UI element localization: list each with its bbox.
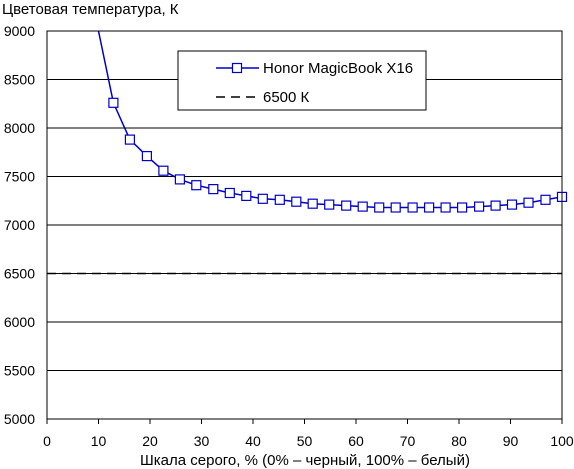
- series-honor-point: [241, 190, 252, 201]
- y-tick-label: 8000: [4, 120, 35, 136]
- x-tick-label: 0: [43, 433, 51, 449]
- series-honor-point: [191, 180, 202, 191]
- y-tick-label: 7500: [4, 169, 35, 185]
- series-honor-point: [257, 193, 268, 204]
- x-tick-label: 10: [91, 433, 107, 449]
- series-honor-point: [224, 187, 235, 199]
- y-tick-label: 6000: [4, 314, 35, 330]
- x-tick-label: 60: [348, 433, 364, 449]
- y-tick-label: 7000: [4, 217, 35, 233]
- plot-frame: [46, 30, 563, 420]
- legend: Honor MagicBook X16 6500 К: [177, 50, 427, 111]
- x-tick-label: 80: [451, 433, 467, 449]
- series-honor-point: [490, 200, 501, 211]
- series-honor-point: [374, 202, 385, 213]
- x-tick-label: 40: [245, 433, 261, 449]
- x-axis-title: Шкала серого, % (0% – черный, 100% – бел…: [140, 452, 470, 469]
- series-honor-point: [424, 202, 435, 213]
- series-honor-point: [307, 198, 318, 209]
- series-honor-point: [124, 134, 136, 145]
- y-tick-label: 6500: [4, 266, 35, 282]
- x-tick-labels: 0 10 20 30 40 50 60 70 80 90 100: [43, 419, 574, 449]
- series-honor-point: [291, 196, 302, 207]
- legend-box: [177, 50, 427, 111]
- series-honor-point: [341, 200, 352, 211]
- series-honor-point: [141, 151, 152, 162]
- y-tick-labels: 5000 5500 6000 6500 7000 7500 8000 8500 9000: [4, 23, 35, 427]
- series-honor-point: [540, 194, 551, 205]
- x-tick-label: 20: [142, 433, 158, 449]
- series-honor-point: [390, 202, 401, 213]
- series-honor-point: [457, 202, 468, 213]
- series-honor-point: [208, 184, 219, 195]
- series-honor-point: [523, 197, 534, 208]
- y-tick-label: 9000: [4, 23, 35, 39]
- y-tick-label: 8500: [4, 72, 35, 88]
- series-honor-point: [357, 201, 368, 212]
- series-honor-point: [324, 199, 335, 210]
- series-honor-point: [274, 194, 285, 205]
- x-tick-label: 90: [503, 433, 519, 449]
- series-honor-point: [174, 174, 185, 185]
- y-axis-title: Цветовая температура, К: [2, 1, 179, 18]
- series-honor-point: [440, 202, 451, 213]
- series-honor-point: [506, 199, 518, 210]
- series-honor-point: [474, 201, 485, 212]
- series-honor-point: [407, 202, 418, 213]
- legend-label-6500: 6500 К: [263, 89, 310, 106]
- y-tick-label: 5000: [4, 411, 35, 427]
- x-tick-label: 50: [297, 433, 313, 449]
- x-tick-label: 30: [194, 433, 210, 449]
- legend-label-honor: Honor MagicBook X16: [263, 60, 413, 77]
- series-honor-point: [158, 165, 169, 176]
- x-tick-label: 100: [550, 433, 574, 449]
- x-tick-label: 70: [400, 433, 416, 449]
- y-tick-label: 5500: [4, 363, 35, 379]
- legend-marker-honor: [231, 62, 243, 74]
- series-honor-point: [108, 97, 119, 108]
- series-layer: [47, 30, 568, 275]
